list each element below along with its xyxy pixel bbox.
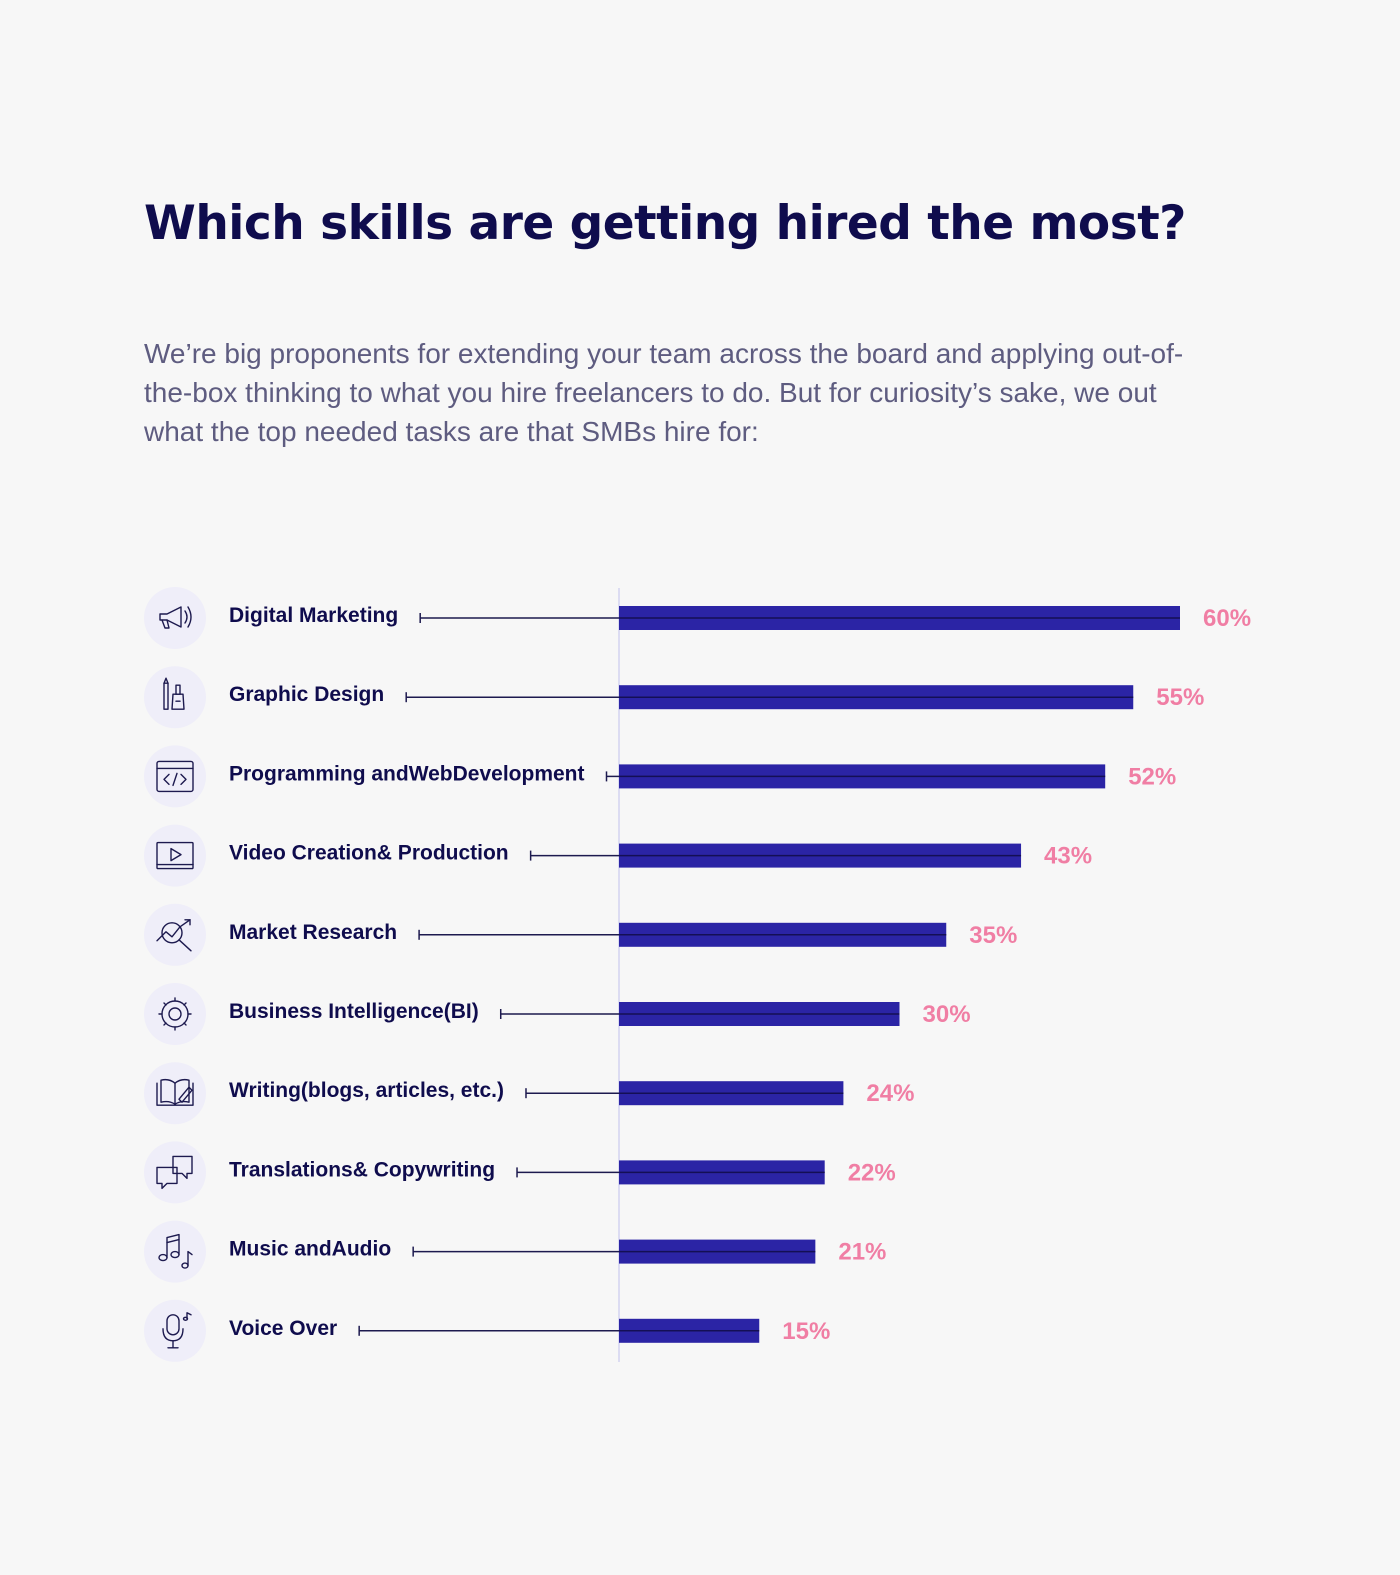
category-label: Music andAudio — [229, 1238, 391, 1261]
value-label: 60% — [1203, 605, 1251, 632]
chart-row-digital-marketing: Digital Marketing 60% — [144, 587, 1251, 649]
value-label: 15% — [782, 1318, 830, 1345]
chart-row-market-research: Market Research 35% — [144, 903, 1017, 966]
category-label: Digital Marketing — [229, 604, 398, 627]
chart-row-music-andaudio: Music andAudio 21% — [144, 1220, 886, 1283]
magnifier-chart-icon — [144, 903, 206, 966]
pencil-brush-icon — [144, 666, 206, 729]
megaphone-icon — [144, 587, 206, 649]
category-label: Graphic Design — [229, 683, 384, 706]
chart-row-business-intelligence-bi: Business Intelligence(BI) 30% — [144, 983, 971, 1045]
code-window-icon — [144, 745, 206, 808]
page-title: Which skills are getting hired the most? — [144, 196, 1186, 251]
category-label: Programming andWebDevelopment — [229, 762, 585, 785]
category-label: Translations& Copywriting — [229, 1158, 495, 1181]
brain-gear-icon — [144, 983, 206, 1045]
value-label: 24% — [866, 1080, 914, 1107]
value-label: 21% — [838, 1239, 886, 1266]
chart-row-voice-over: Voice Over 15% — [144, 1299, 830, 1362]
value-label: 35% — [969, 922, 1017, 949]
intro-text: We’re big proponents for extending your … — [144, 338, 1184, 447]
chart-row-writing-blogs-articles-etc: Writing(blogs, articles, etc.) 24% — [144, 1062, 914, 1125]
category-label: Writing(blogs, articles, etc.) — [229, 1079, 504, 1102]
music-notes-icon — [144, 1220, 206, 1283]
microphone-icon — [144, 1299, 206, 1362]
book-pencil-icon — [144, 1062, 206, 1125]
translate-bubbles-icon — [144, 1141, 206, 1204]
chart-row-translations-copywriting: Translations& Copywriting 22% — [144, 1141, 896, 1204]
category-label: Market Research — [229, 921, 397, 944]
value-label: 30% — [923, 1001, 971, 1028]
chart-rows: Digital Marketing 60% Graphic Design 55% Pro… — [144, 587, 1251, 1362]
category-label: Video Creation& Production — [229, 842, 509, 865]
chart-row-graphic-design: Graphic Design 55% — [144, 666, 1204, 729]
category-label: Business Intelligence(BI) — [229, 1000, 479, 1023]
value-label: 43% — [1044, 843, 1092, 870]
chart-row-video-creation-production: Video Creation& Production 43% — [144, 824, 1092, 887]
video-play-icon — [144, 824, 206, 887]
chart-row-programming-andwebdevelopment: Programming andWebDevelopment 52% — [144, 745, 1176, 808]
category-label: Voice Over — [229, 1317, 337, 1340]
value-label: 52% — [1128, 763, 1176, 790]
value-label: 55% — [1156, 684, 1204, 711]
value-label: 22% — [848, 1159, 896, 1186]
